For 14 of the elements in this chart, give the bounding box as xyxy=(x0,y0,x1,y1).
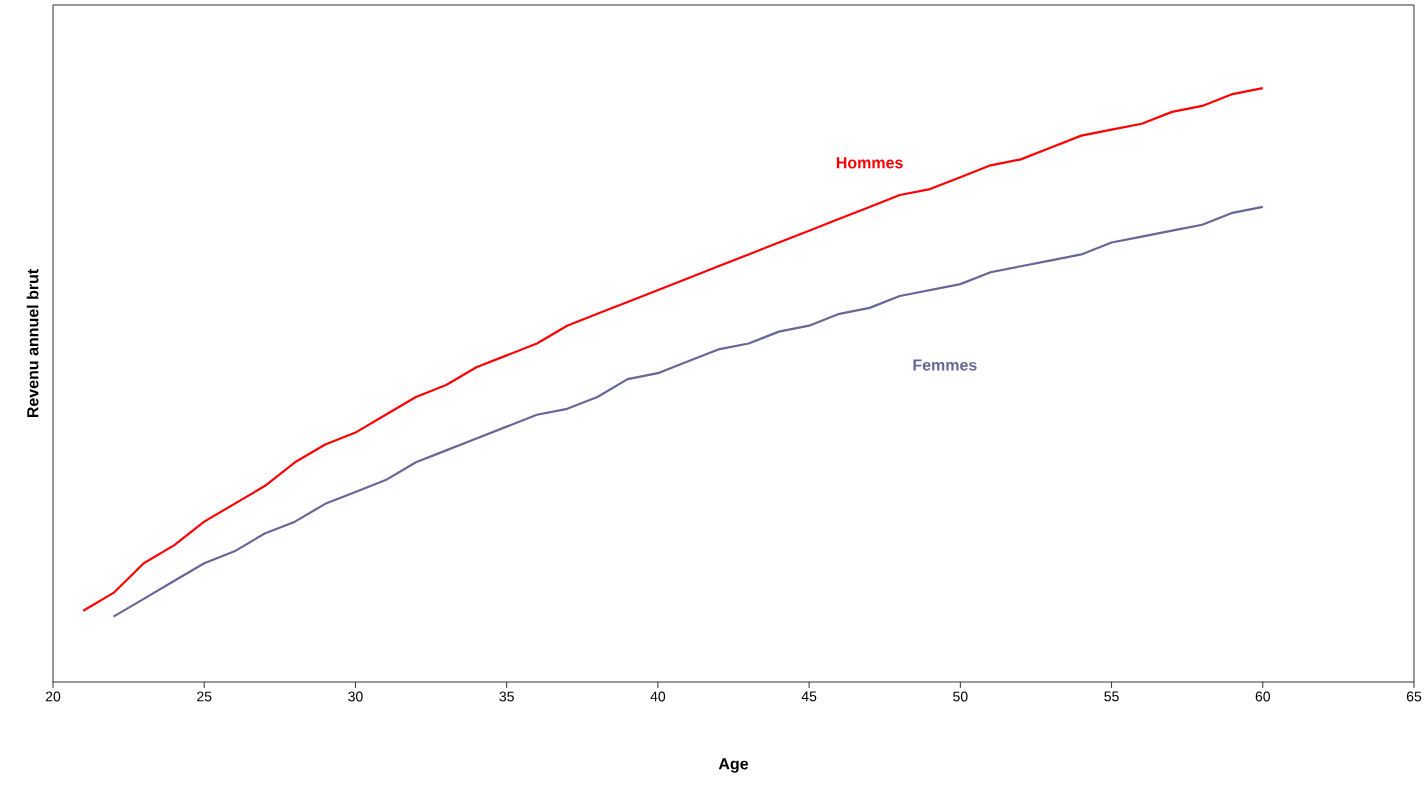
x-tick-label: 30 xyxy=(348,691,363,702)
x-tick-label: 55 xyxy=(1104,691,1119,702)
y-axis-title: Revenu annuel brut xyxy=(26,269,39,418)
x-tick-label: 25 xyxy=(197,691,212,702)
x-tick-label: 35 xyxy=(499,691,514,702)
x-tick-label: 50 xyxy=(953,691,968,702)
text: Femmes xyxy=(913,359,977,371)
x-tick-label: 45 xyxy=(801,691,817,702)
series-label: Hommes xyxy=(836,157,903,169)
x-tick-label: 20 xyxy=(45,691,61,702)
x-tick-label: 40 xyxy=(650,691,666,702)
x-tick-label: 60 xyxy=(1255,691,1271,702)
x-axis-title: Age xyxy=(718,758,749,773)
x-tick-label: 65 xyxy=(1406,691,1422,702)
